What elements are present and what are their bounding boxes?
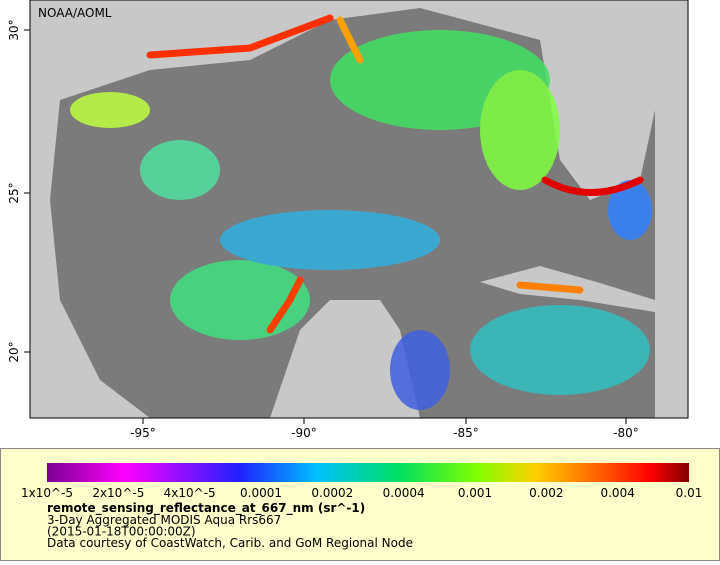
coast-band <box>266 276 304 334</box>
lat-label: 30° <box>7 19 21 40</box>
scale-label: 0.0002 <box>311 486 353 500</box>
scale-label: 0.01 <box>676 486 703 500</box>
legend-panel: 1x10^-5 2x10^-5 4x10^-5 0.0001 0.0002 0.0004 0… <box>0 448 720 561</box>
legend-line: (2015-01-18T00:00:00Z) <box>47 525 196 539</box>
scale-label: 2x10^-5 <box>92 486 144 500</box>
coast-band <box>336 16 364 64</box>
patch <box>220 210 440 270</box>
credit: NOAA/AOML <box>38 6 112 20</box>
variable-name: remote_sensing_reflectance_at_667_nm (sr… <box>47 501 365 516</box>
scale-label: 0.004 <box>600 486 634 500</box>
coast-band <box>541 176 644 196</box>
patch <box>480 70 560 190</box>
legend-line: 3-Day Aggregated MODIS Aqua Rrs667 <box>47 513 281 527</box>
scale-label: 0.0004 <box>383 486 425 500</box>
scale-label: 0.001 <box>458 486 492 500</box>
lat-label: 25° <box>7 182 21 203</box>
legend-line: Data courtesy of CoastWatch, Carib. and … <box>47 536 413 550</box>
scale-label: 0.002 <box>529 486 563 500</box>
map-border <box>29 0 689 419</box>
lon-label: -80° <box>613 426 639 440</box>
lon-label: -90° <box>291 426 317 440</box>
coast-band <box>146 14 334 59</box>
colorbar-labels: 1x10^-5 2x10^-5 4x10^-5 0.0001 0.0002 0.0004 0… <box>21 486 702 500</box>
map-frame: NOAA/AOML <box>29 0 689 419</box>
patch <box>70 92 150 128</box>
scale-label: 0.0001 <box>240 486 282 500</box>
patch <box>390 330 450 410</box>
scale-label: 1x10^-5 <box>21 486 73 500</box>
patch <box>470 305 650 395</box>
lon-label: -85° <box>453 426 479 440</box>
scale-label: 4x10^-5 <box>164 486 216 500</box>
patch <box>608 180 652 240</box>
coast-band <box>516 281 584 294</box>
coastal-high <box>146 14 644 334</box>
lat-label: 20° <box>7 341 21 362</box>
lon-label: -95° <box>130 426 156 440</box>
chlorophyll-patches <box>70 30 652 410</box>
axis-ticks: 30° 25° 20° -95° -90° -85° -80° <box>7 19 639 440</box>
legend-lines: 3-Day Aggregated MODIS Aqua Rrs667(2015-… <box>47 513 413 550</box>
colorbar <box>47 463 689 482</box>
patch <box>140 140 220 200</box>
